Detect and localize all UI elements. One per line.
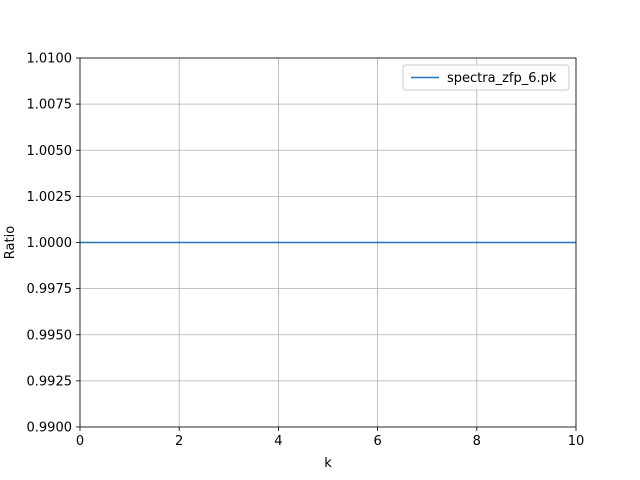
y-tick-label: 0.9925 <box>27 374 73 389</box>
x-tick-label: 6 <box>373 434 381 449</box>
x-tick-label: 4 <box>274 434 282 449</box>
y-tick-label: 1.0050 <box>27 144 73 159</box>
x-axis: 0 2 4 6 8 10 <box>76 427 584 449</box>
legend: spectra_zfp_6.pk <box>402 64 570 91</box>
y-tick-label: 1.0025 <box>27 190 73 205</box>
x-tick-label: 8 <box>473 434 481 449</box>
y-tick-label: 0.9975 <box>27 282 73 297</box>
y-tick-label: 0.9950 <box>27 328 73 343</box>
y-tick-label: 1.0100 <box>27 52 73 67</box>
x-tick-label: 0 <box>76 434 84 449</box>
y-tick-label: 0.9900 <box>27 421 73 436</box>
y-axis-label: Ratio <box>3 226 18 259</box>
legend-box <box>402 64 570 91</box>
y-axis: 0.9900 0.9925 0.9950 0.9975 1.0000 1.0025 1.00… <box>27 52 80 436</box>
x-tick-label: 10 <box>568 434 585 449</box>
legend-label: spectra_zfp_6.pk <box>447 71 557 86</box>
x-axis-label: k <box>324 456 332 471</box>
y-tick-label: 1.0000 <box>27 236 73 251</box>
x-tick-label: 2 <box>175 434 183 449</box>
y-tick-label: 1.0075 <box>27 98 73 113</box>
